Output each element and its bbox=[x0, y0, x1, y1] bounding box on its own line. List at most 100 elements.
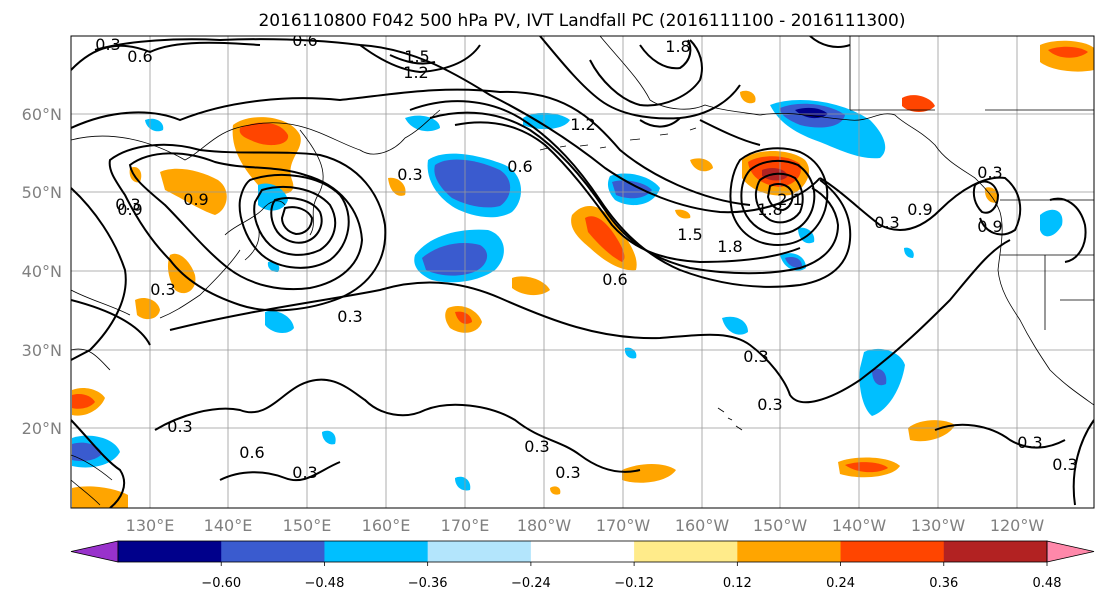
contour-line bbox=[71, 41, 261, 71]
latitude-labels: 60°N 50°N 40°N 30°N 20°N bbox=[22, 105, 62, 438]
latitude-tick-label: 50°N bbox=[22, 183, 62, 202]
colorbar-tick-label: −0.60 bbox=[201, 576, 241, 591]
asia-coastline bbox=[71, 109, 441, 161]
positive-anomaly-patch bbox=[239, 122, 289, 146]
contour-line bbox=[1072, 419, 1094, 506]
contour-label: 2.1 bbox=[777, 190, 802, 209]
negative-anomaly-patch bbox=[785, 256, 802, 268]
negative-anomaly-patch bbox=[795, 107, 828, 119]
colorbar-segment bbox=[530, 541, 635, 562]
contour-line bbox=[71, 419, 126, 508]
positive-anomaly-patch bbox=[984, 187, 999, 203]
positive-anomaly-patch bbox=[72, 393, 95, 409]
contour-label: 0.3 bbox=[167, 417, 192, 436]
contour-line bbox=[539, 36, 741, 120]
contour-label: 1.5 bbox=[404, 47, 429, 66]
contour-line bbox=[454, 121, 801, 264]
contour-line bbox=[729, 147, 829, 247]
negative-anomaly-patch bbox=[145, 118, 164, 132]
positive-anomaly-patch bbox=[135, 298, 160, 320]
contour-line bbox=[766, 183, 794, 212]
contour-line bbox=[71, 187, 127, 361]
longitude-labels: 130°E 140°E 150°E 160°E 170°E 180°W 170°W 160°W… bbox=[126, 516, 1045, 535]
longitude-tick-label: 140°W bbox=[832, 516, 887, 535]
negative-anomaly-patch bbox=[258, 183, 288, 211]
contour-label: 0.3 bbox=[977, 163, 1002, 182]
colorbar-tick-label: −0.36 bbox=[408, 576, 448, 591]
colorbar-segment bbox=[221, 541, 325, 562]
contour-line bbox=[154, 378, 641, 473]
contour-label: 0.3 bbox=[150, 280, 175, 299]
colorbar-tick-label: 0.12 bbox=[723, 576, 752, 591]
contour-line bbox=[253, 186, 337, 256]
contour-label: 0.6 bbox=[127, 47, 152, 66]
contour-line bbox=[409, 100, 852, 288]
positive-anomaly-patch bbox=[455, 311, 472, 324]
longitude-tick-label: 170°W bbox=[596, 516, 651, 535]
contour-line bbox=[219, 461, 341, 482]
colorbar: −0.60 −0.48 −0.36 −0.24 −0.12 0.12 0.24 0.36 0.4… bbox=[70, 540, 1095, 591]
colorbar-tick-label: 0.48 bbox=[1033, 576, 1062, 591]
longitude-tick-label: 130°E bbox=[126, 516, 175, 535]
negative-anomaly-patch bbox=[523, 112, 570, 130]
positive-anomaly-patch bbox=[845, 462, 888, 473]
contour-line bbox=[639, 117, 681, 128]
colorbar-tick-label: −0.12 bbox=[614, 576, 654, 591]
contour-label: 1.2 bbox=[570, 115, 595, 134]
contour-line bbox=[429, 111, 840, 275]
latitude-tick-label: 20°N bbox=[22, 419, 62, 438]
contour-label: 0.9 bbox=[117, 200, 142, 219]
negative-anomaly-patch bbox=[455, 476, 471, 491]
negative-anomaly-patch bbox=[612, 180, 652, 199]
pv-contours bbox=[71, 36, 1094, 508]
latitude-tick-label: 30°N bbox=[22, 341, 62, 360]
positive-anomaly-patch bbox=[908, 420, 955, 442]
positive-anomaly-patch bbox=[740, 90, 756, 104]
longitude-tick-label: 130°W bbox=[911, 516, 966, 535]
contour-label: 1.8 bbox=[717, 237, 742, 256]
contour-line bbox=[1049, 197, 1087, 263]
contour-line bbox=[699, 119, 761, 146]
colorbar-segment bbox=[634, 541, 738, 562]
colorbar-segment bbox=[427, 541, 532, 562]
negative-anomaly-patch bbox=[1040, 209, 1063, 237]
colorbar-segment bbox=[943, 541, 1048, 562]
contour-label: 0.3 bbox=[1052, 455, 1077, 474]
aleutian-islands bbox=[539, 127, 697, 151]
contour-label: 0.3 bbox=[524, 437, 549, 456]
contour-label: 0.3 bbox=[757, 395, 782, 414]
colorbar-segment bbox=[118, 541, 222, 562]
contour-line bbox=[819, 176, 1022, 236]
negative-anomaly-patch bbox=[872, 368, 887, 386]
contour-label: 0.3 bbox=[743, 347, 768, 366]
negative-anomaly-patch bbox=[322, 430, 336, 445]
longitude-tick-label: 170°E bbox=[441, 516, 490, 535]
positive-anomaly-patch bbox=[550, 486, 561, 495]
contour-line bbox=[972, 180, 1000, 214]
contour-label: 0.6 bbox=[292, 31, 317, 50]
contour-label: 1.8 bbox=[665, 37, 690, 56]
contour-label: 0.9 bbox=[183, 190, 208, 209]
negative-anomaly-patch bbox=[265, 310, 294, 334]
contour-label: 1.5 bbox=[677, 225, 702, 244]
negative-anomaly-patch bbox=[434, 159, 511, 208]
contour-line bbox=[934, 423, 1066, 449]
coastlines bbox=[71, 36, 1094, 506]
contour-line bbox=[359, 44, 481, 74]
positive-anomaly-patch bbox=[675, 209, 691, 219]
alaska-coastline bbox=[599, 36, 1001, 213]
colorbar-segment bbox=[324, 541, 429, 562]
contour-line bbox=[639, 39, 692, 70]
contour-label: 0.3 bbox=[115, 195, 140, 214]
longitude-tick-label: 120°W bbox=[990, 516, 1045, 535]
contour-label: 0.3 bbox=[337, 307, 362, 326]
positive-anomaly-patch bbox=[1048, 46, 1088, 58]
negative-anomaly-patch bbox=[904, 247, 914, 258]
map-frame bbox=[70, 35, 1095, 509]
contour-line bbox=[389, 54, 436, 65]
latitude-tick-label: 40°N bbox=[22, 262, 62, 281]
longitude-tick-label: 160°W bbox=[675, 516, 730, 535]
contour-label: 1.2 bbox=[403, 63, 428, 82]
contour-label: 0.3 bbox=[292, 463, 317, 482]
